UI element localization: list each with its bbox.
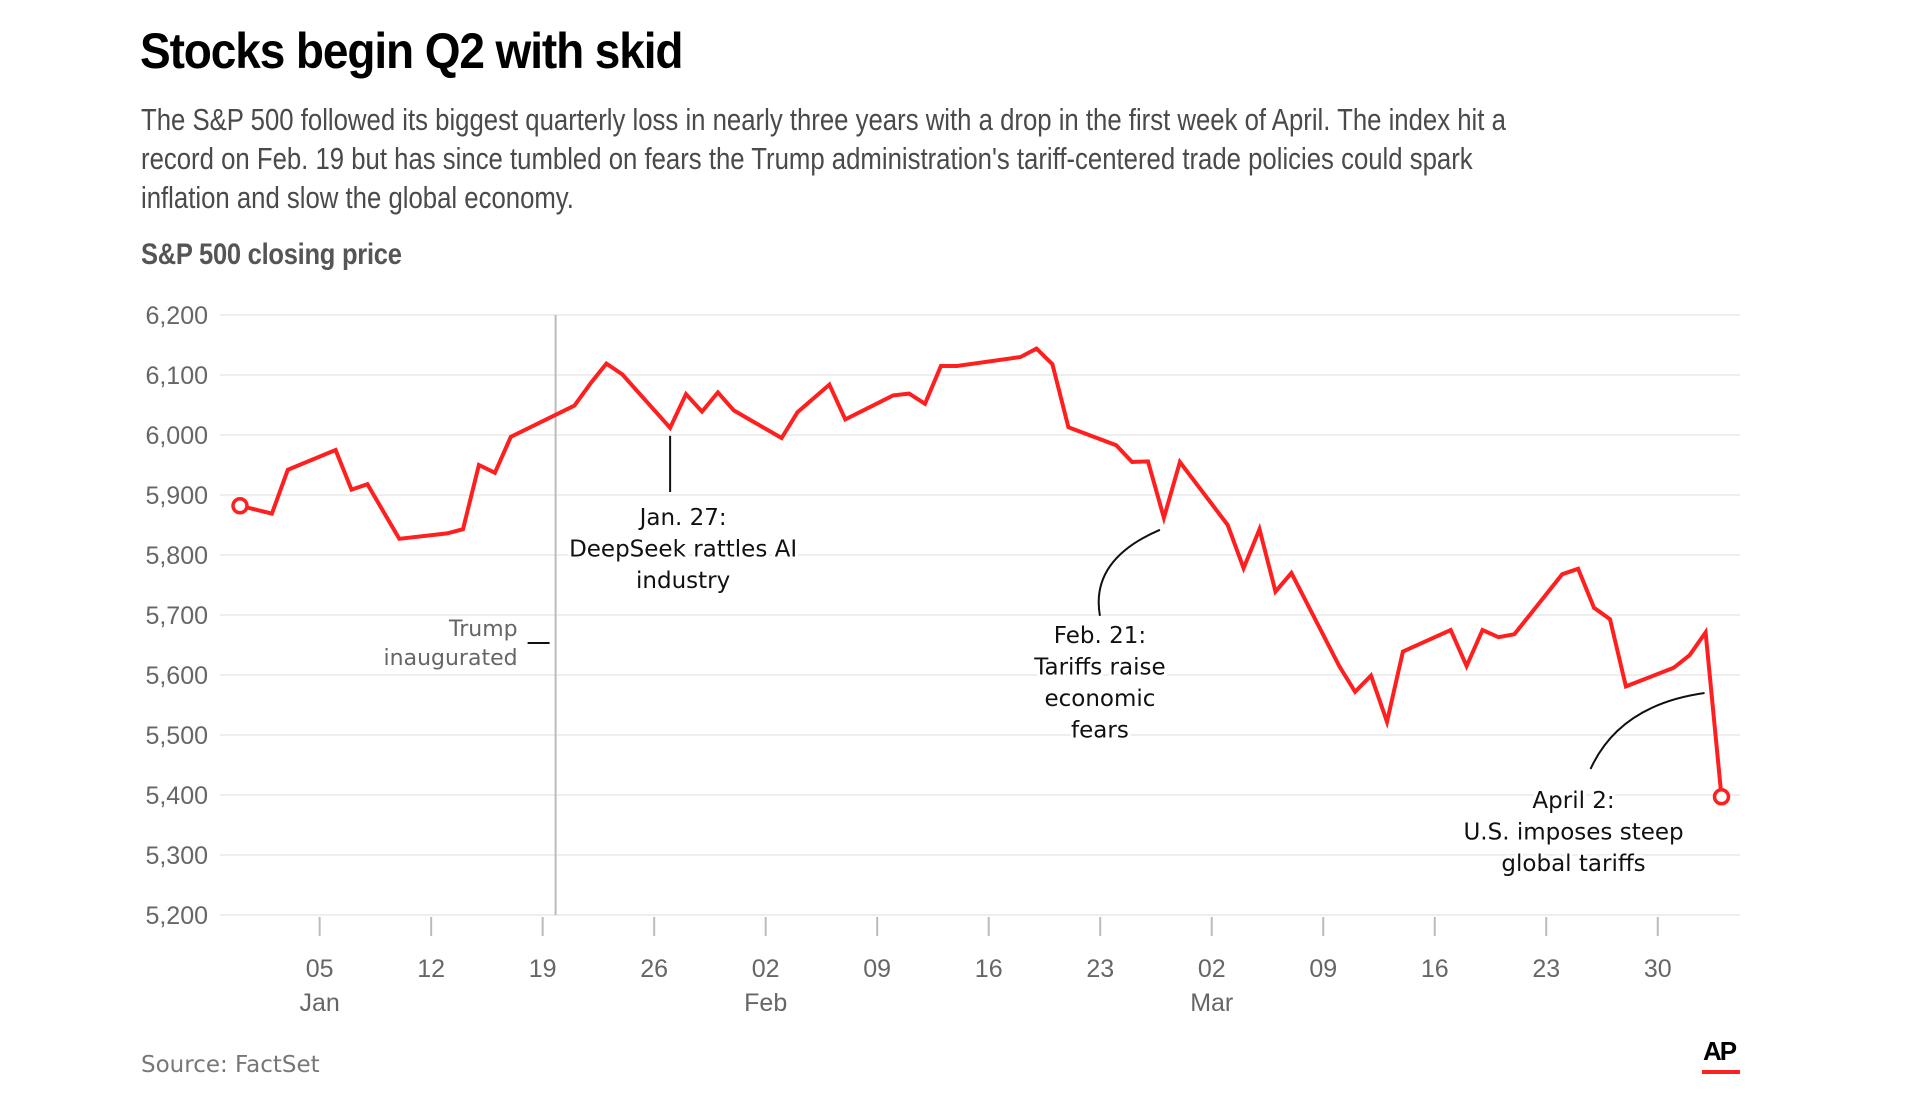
annotation-text: DeepSeek rattles AI bbox=[569, 537, 797, 563]
series-line bbox=[239, 346, 1724, 797]
annotation-text: global tariffs bbox=[1501, 851, 1645, 877]
x-tick-label: 02 bbox=[752, 955, 780, 983]
reference-label: Trump bbox=[448, 617, 518, 642]
y-tick-label: 6,000 bbox=[145, 422, 208, 450]
chart-heading: S&P 500 closing price bbox=[141, 238, 402, 271]
y-tick-label: 5,900 bbox=[145, 482, 208, 510]
endpoint-marker bbox=[231, 497, 249, 515]
y-tick-label: 5,500 bbox=[145, 722, 208, 750]
source-note: Source: FactSet bbox=[141, 1052, 320, 1078]
annotation-leader bbox=[1589, 692, 1705, 770]
y-tick-label: 6,100 bbox=[145, 362, 208, 390]
ap-logo-text: AP bbox=[1703, 1036, 1737, 1066]
x-tick-label: 12 bbox=[417, 955, 445, 983]
x-tick-label: 26 bbox=[640, 955, 668, 983]
y-tick-label: 5,800 bbox=[145, 542, 208, 570]
ap-logo: AP bbox=[1700, 1036, 1742, 1078]
x-month-label: Jan bbox=[299, 989, 339, 1017]
x-tick-label: 09 bbox=[863, 955, 891, 983]
annotation-text: April 2: bbox=[1532, 788, 1614, 814]
x-tick-label: 09 bbox=[1309, 955, 1337, 983]
annotation-text: U.S. imposes steep bbox=[1463, 820, 1683, 846]
annotation-text: Jan. 27: bbox=[638, 505, 727, 531]
x-tick-label: 30 bbox=[1644, 955, 1672, 983]
y-tick-label: 5,400 bbox=[145, 782, 208, 810]
annotations: Jan. 27: DeepSeek rattles AI industry Feb. … bbox=[566, 435, 1705, 880]
x-tick-label: 02 bbox=[1198, 955, 1226, 983]
chart-title: Stocks begin Q2 with skid bbox=[140, 23, 684, 79]
x-month-label: Feb bbox=[744, 989, 787, 1017]
annotation-text: economic bbox=[1044, 686, 1155, 712]
y-tick-label: 5,300 bbox=[145, 842, 208, 870]
chart-subtitle: The S&P 500 followed its biggest quarter… bbox=[141, 102, 1506, 215]
endpoint-marker bbox=[1712, 788, 1731, 806]
gridlines bbox=[220, 314, 1740, 916]
y-tick-label: 5,600 bbox=[145, 662, 208, 690]
ap-logo-bar bbox=[1702, 1070, 1740, 1074]
annotation-text: industry bbox=[636, 568, 730, 594]
x-month-label: Mar bbox=[1190, 989, 1233, 1017]
reference-label: inaugurated bbox=[384, 646, 518, 671]
x-tick-label: 16 bbox=[975, 955, 1003, 983]
y-tick-label: 5,700 bbox=[145, 602, 208, 630]
x-axis: 05 Jan 12 19 26 02 Feb 09 16 23 02 Mar 09 16 23 30 bbox=[299, 917, 1672, 1017]
x-tick-label: 16 bbox=[1421, 955, 1449, 983]
x-tick-label: 19 bbox=[529, 955, 557, 983]
series-group bbox=[231, 346, 1731, 806]
annotation-text: Tariffs raise bbox=[1033, 655, 1165, 681]
annotation-text: fears bbox=[1071, 718, 1129, 744]
annotation-leader bbox=[1097, 528, 1161, 616]
x-tick-label: 23 bbox=[1532, 955, 1560, 983]
x-tick-label: 23 bbox=[1086, 955, 1114, 983]
x-tick-label: 05 bbox=[306, 955, 334, 983]
annotation-text: Feb. 21: bbox=[1054, 623, 1146, 649]
y-tick-label: 5,200 bbox=[145, 902, 208, 930]
y-axis: 5,200 5,300 5,400 5,500 5,600 5,700 5,800 5,900… bbox=[145, 302, 208, 930]
y-tick-label: 6,200 bbox=[145, 302, 208, 330]
